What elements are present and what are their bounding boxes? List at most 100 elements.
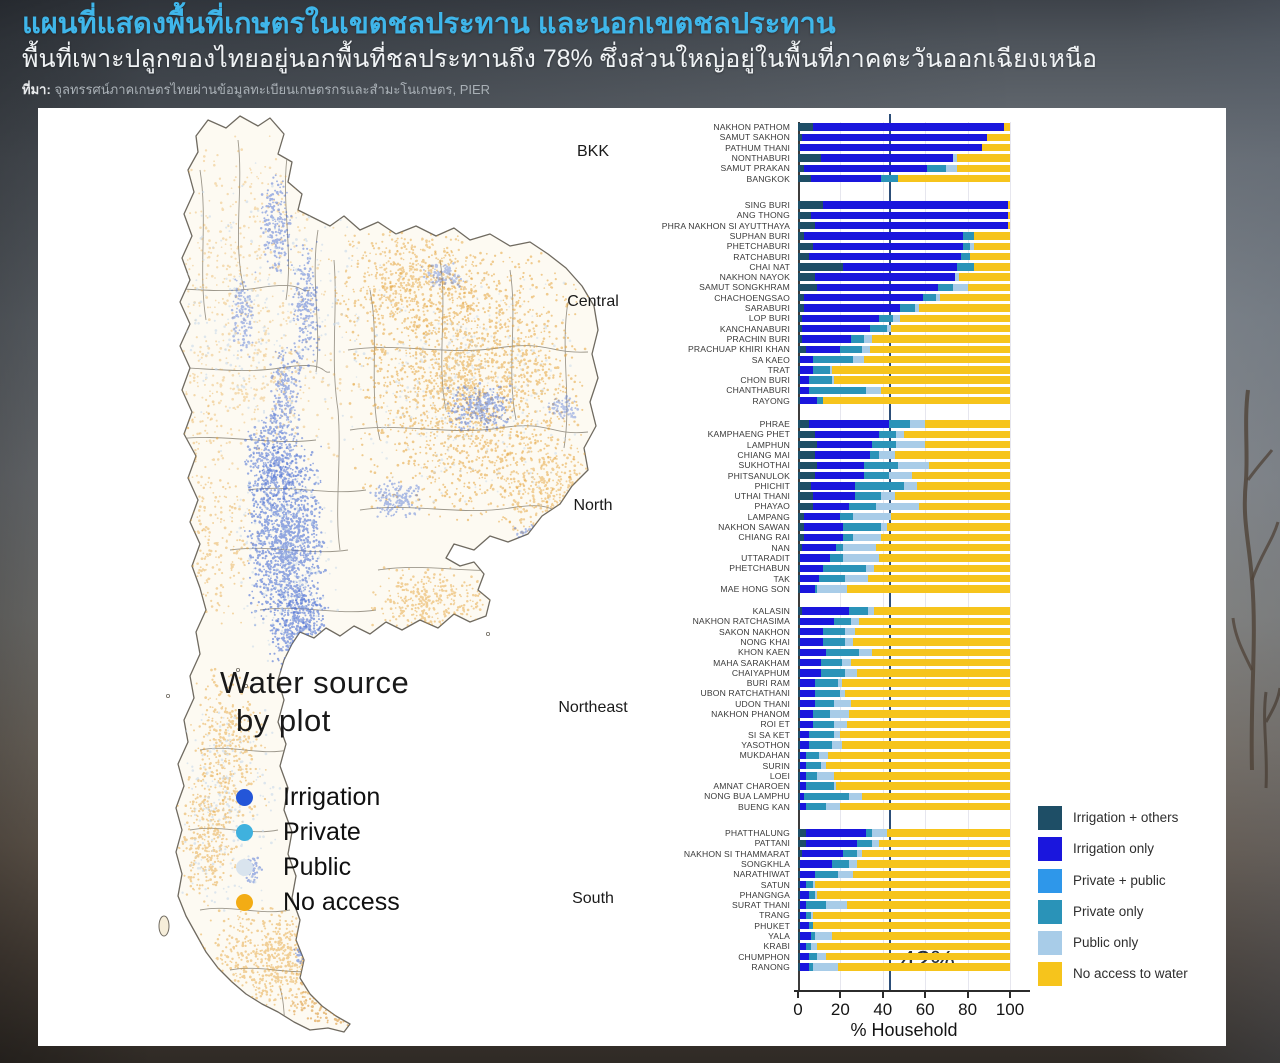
plot-dot: [437, 367, 441, 371]
plot-dot: [370, 349, 374, 352]
plot-dot: [496, 329, 499, 333]
plot-dot: [435, 418, 438, 421]
plot-dot: [470, 514, 473, 517]
plot-dot: [440, 453, 443, 456]
plot-dot: [524, 444, 527, 447]
plot-dot: [483, 297, 487, 300]
plot-dot: [530, 335, 533, 338]
plot-dot: [379, 370, 382, 373]
plot-dot: [540, 331, 543, 334]
plot-dot: [558, 375, 562, 378]
plot-dot: [420, 419, 424, 422]
plot-dot: [559, 372, 562, 375]
plot-dot: [501, 347, 504, 350]
plot-dot: [437, 460, 439, 463]
plot-dot: [461, 389, 464, 392]
plot-dot: [470, 287, 473, 291]
plot-dot: [429, 420, 432, 423]
plot-dot: [433, 506, 437, 509]
plot-dot: [443, 313, 446, 316]
plot-dot: [357, 354, 359, 357]
plot-dot: [447, 331, 450, 333]
plot-dot: [402, 449, 406, 453]
plot-dot: [457, 371, 461, 375]
plot-dot: [463, 485, 466, 488]
plot-dot: [488, 303, 491, 305]
plot-dot: [527, 336, 530, 338]
province-border: [333, 259, 341, 551]
plot-dot: [372, 350, 375, 353]
province-border: [314, 229, 319, 373]
plot-dot: [538, 397, 540, 400]
plot-dot: [381, 350, 384, 354]
plot-dot: [452, 399, 456, 402]
plot-dot: [503, 516, 506, 519]
plot-dot: [581, 384, 584, 387]
plot-dot: [501, 376, 504, 379]
plot-dot: [368, 432, 371, 436]
plot-dot: [461, 430, 464, 433]
plot-dot: [518, 406, 521, 409]
plot-dot: [513, 317, 516, 320]
plot-dot: [470, 459, 474, 463]
plot-dot: [434, 436, 437, 440]
plot-dot: [432, 453, 435, 457]
plot-dot: [487, 503, 490, 506]
plot-dot: [471, 261, 474, 263]
plot-dot: [529, 308, 532, 311]
province-border: [284, 149, 290, 301]
province-border: [189, 827, 279, 833]
plot-dot: [544, 413, 547, 416]
plot-dot: [548, 335, 551, 338]
plot-dot: [359, 289, 362, 292]
plot-dot: [516, 290, 519, 292]
plot-dot: [534, 359, 537, 363]
plot-dot: [463, 482, 466, 485]
plot-dot: [501, 430, 504, 433]
plot-dot: [522, 271, 525, 275]
plot-dot: [425, 387, 428, 390]
plot-dot: [536, 315, 539, 317]
plot-dot: [495, 300, 498, 303]
plot-dot: [374, 346, 377, 348]
plot-dot: [485, 252, 488, 255]
plot-dot: [474, 483, 477, 486]
plot-dot: [550, 282, 553, 285]
plot-dot: [413, 320, 417, 324]
plot-dot: [470, 357, 473, 360]
plot-dot: [485, 412, 488, 415]
plot-dot: [544, 392, 546, 395]
plot-dot: [409, 292, 412, 295]
plot-dot: [454, 425, 457, 429]
plot-dot: [494, 325, 498, 328]
plot-dot: [432, 443, 435, 446]
plot-dot: [442, 483, 445, 486]
plot-dot: [373, 403, 377, 407]
plot-dot: [417, 366, 420, 369]
plot-dot: [478, 456, 481, 459]
plot-dot: [396, 327, 399, 330]
plot-dot: [440, 381, 443, 385]
plot-dot: [520, 376, 523, 379]
plot-dot: [424, 394, 428, 397]
small-island: [485, 632, 490, 637]
plot-dot: [420, 427, 423, 431]
plot-dot: [466, 373, 469, 376]
plot-dot: [399, 289, 402, 292]
plot-dot: [394, 317, 397, 321]
plot-dot: [517, 337, 520, 340]
plot-dot: [495, 287, 498, 291]
plot-dot: [377, 294, 380, 297]
plot-dot: [390, 358, 393, 361]
header: แผนที่แสดงพื้นที่เกษตรในเขตชลประทาน และน…: [22, 6, 1260, 100]
plot-dot: [443, 336, 446, 339]
plot-dot: [459, 342, 463, 345]
plot-dot: [575, 301, 578, 303]
plot-dot: [526, 425, 529, 428]
plot-dot: [419, 446, 422, 449]
plot-dot: [528, 412, 530, 415]
plot-dot: [430, 331, 434, 335]
plot-dot: [418, 377, 421, 380]
plot-dot: [443, 332, 447, 335]
